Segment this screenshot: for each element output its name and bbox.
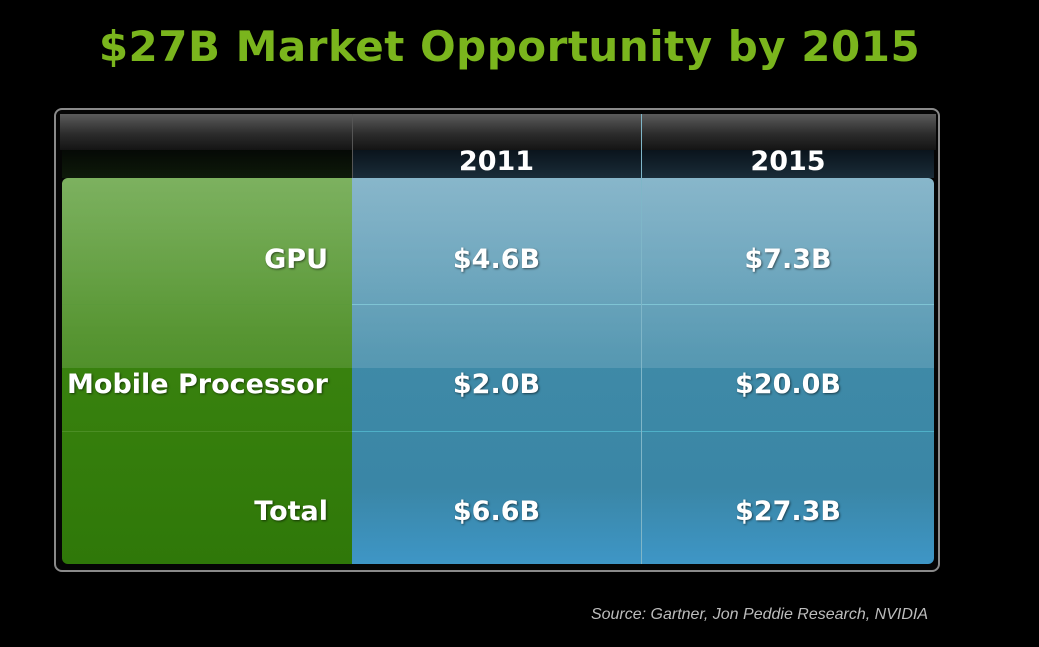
row-label-mobile-processor: Mobile Processor: [67, 369, 328, 400]
source-note: Source: Gartner, Jon Peddie Research, NV…: [590, 606, 928, 623]
slide-title: $27B Market Opportunity by 2015: [98, 22, 921, 71]
cell-gpu-2011: $4.6B: [452, 244, 541, 275]
column-header-2011: 2011: [458, 146, 535, 177]
table-header-row: [352, 150, 934, 178]
cell-mobile-2015: $20.0B: [735, 369, 841, 400]
column-divider: [352, 114, 353, 178]
column-header-2015: 2015: [750, 146, 826, 177]
table-header-strip: [60, 114, 936, 150]
cell-mobile-2011: $2.0B: [452, 369, 541, 400]
row-divider: [352, 431, 934, 432]
data-gloss: [352, 178, 934, 368]
data-area: [352, 178, 934, 564]
row-divider: [62, 431, 352, 432]
label-gloss: [62, 178, 352, 368]
cell-gpu-2015: $7.3B: [744, 244, 832, 275]
column-divider: [641, 114, 642, 564]
row-label-gpu: GPU: [264, 244, 328, 275]
label-column: [62, 178, 352, 564]
row-divider: [62, 304, 352, 305]
row-divider: [352, 304, 934, 305]
cell-total-2011: $6.6B: [452, 496, 541, 527]
table-header-left: [62, 150, 352, 178]
row-label-total: Total: [254, 496, 328, 527]
cell-total-2015: $27.3B: [735, 496, 841, 527]
